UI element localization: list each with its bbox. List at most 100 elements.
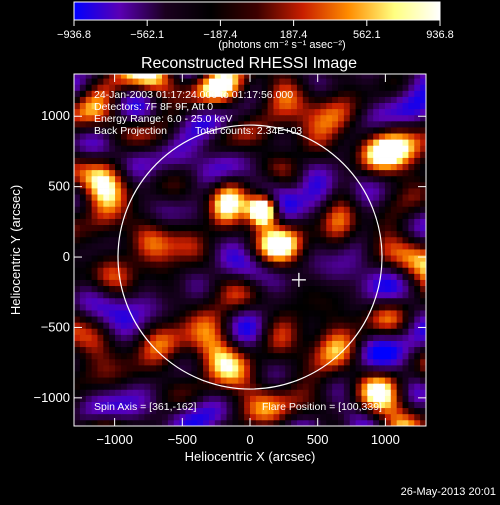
heatmap-cell (320, 401, 327, 409)
heatmap-cell (162, 108, 169, 116)
heatmap-cell (85, 139, 93, 146)
heatmap-cell (279, 236, 286, 244)
heatmap-cell (267, 84, 275, 91)
heatmap-cell (156, 273, 163, 280)
heatmap-cell (208, 340, 216, 348)
heatmap-cell (349, 163, 357, 171)
heatmap-cell (250, 413, 257, 421)
heatmap-cell (179, 371, 187, 378)
heatmap-cell (120, 364, 128, 372)
heatmap-cell (390, 279, 398, 287)
heatmap-cell (338, 273, 345, 280)
heatmap-cell (132, 316, 140, 323)
heatmap-cell (162, 194, 169, 201)
heatmap-cell (232, 285, 239, 293)
heatmap-cell (79, 273, 87, 280)
heatmap-cell (150, 352, 157, 360)
heatmap-cell (109, 218, 116, 226)
heatmap-cell (91, 169, 99, 177)
colorbar-units: (photons cm⁻² s⁻¹ asec⁻²) (218, 39, 345, 51)
heatmap-cell (109, 66, 115, 72)
heatmap-cell (349, 127, 357, 134)
heatmap-cell (285, 206, 292, 213)
heatmap-cell (320, 334, 327, 341)
heatmap-cell (285, 78, 292, 85)
heatmap-cell (115, 279, 122, 287)
heatmap-cell (390, 145, 398, 152)
heatmap-cell (185, 316, 192, 323)
heatmap-cell (291, 114, 298, 122)
heatmap-cell (285, 249, 292, 256)
heatmap-cell (255, 157, 263, 165)
heatmap-cell (267, 133, 275, 140)
heatmap-cell (191, 194, 198, 201)
heatmap-cell (226, 224, 233, 232)
heatmap-cell (226, 145, 233, 152)
heatmap-cell (291, 255, 298, 262)
heatmap-cell (396, 145, 404, 152)
heatmap-cell (214, 303, 222, 311)
heatmap-cell (396, 377, 404, 384)
heatmap-cell (103, 377, 110, 384)
heatmap-cell (314, 383, 321, 390)
heatmap-cell (97, 249, 104, 256)
heatmap-cell (220, 157, 228, 165)
heatmap-cell (173, 188, 181, 195)
heatmap-cell (115, 139, 122, 146)
heatmap-cell (120, 120, 128, 128)
heatmap-cell (203, 340, 210, 348)
heatmap-cell (326, 377, 333, 384)
heatmap-cell (120, 328, 128, 335)
heatmap-cell (267, 230, 275, 238)
heatmap-cell (414, 90, 421, 97)
heatmap-cell (226, 169, 233, 177)
heatmap-cell (261, 255, 269, 262)
heatmap-cell (74, 242, 81, 250)
heatmap-cell (320, 120, 327, 128)
heatmap-cell (103, 291, 110, 299)
heatmap-cell (396, 114, 404, 122)
heatmap-cell (244, 224, 251, 232)
heatmap-cell (150, 371, 157, 378)
heatmap-cell (197, 236, 204, 244)
heatmap-cell (261, 242, 269, 250)
heatmap-cell (74, 328, 81, 335)
heatmap-cell (420, 102, 426, 110)
heatmap-cell (338, 127, 345, 134)
heatmap-cell (390, 395, 398, 402)
heatmap-cell (220, 267, 228, 274)
heatmap-cell (402, 377, 409, 384)
heatmap-cell (343, 303, 351, 311)
heatmap-cell (138, 413, 145, 421)
heatmap-cell (250, 395, 257, 402)
heatmap-cell (349, 328, 357, 335)
heatmap-cell (320, 346, 327, 354)
heatmap-cell (343, 279, 351, 287)
heatmap-cell (132, 352, 140, 360)
heatmap-cell (185, 352, 192, 360)
heatmap-cell (156, 175, 163, 183)
heatmap-cell (197, 194, 204, 201)
heatmap-cell (402, 328, 409, 335)
heatmap-cell (197, 297, 204, 305)
heatmap-cell (74, 127, 81, 134)
heatmap-cell (390, 84, 398, 91)
heatmap-cell (197, 328, 204, 335)
heatmap-cell (85, 236, 93, 244)
heatmap-cell (250, 303, 257, 311)
heatmap-cell (191, 218, 198, 226)
heatmap-cell (191, 181, 198, 189)
heatmap-cell (296, 212, 304, 219)
heatmap-cell (85, 419, 93, 426)
heatmap-cell (167, 139, 175, 146)
heatmap-cell (85, 395, 93, 402)
heatmap-cell (349, 279, 357, 287)
heatmap-cell (320, 328, 327, 335)
heatmap-cell (250, 279, 257, 287)
heatmap-cell (232, 120, 239, 128)
heatmap-cell (396, 230, 404, 238)
heatmap-cell (79, 279, 87, 287)
heatmap-cell (355, 261, 363, 268)
heatmap-cell (91, 236, 99, 244)
heatmap-cell (162, 364, 169, 372)
